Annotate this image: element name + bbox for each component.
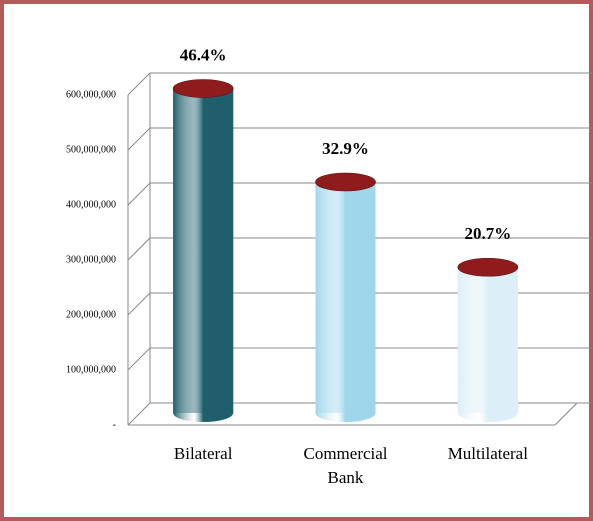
floor-line: [554, 402, 578, 426]
y-tick-label: 300,000,000: [66, 254, 116, 265]
cylinder-cap: [172, 79, 234, 98]
grid-line: [127, 182, 151, 206]
y-tick-label: 100,000,000: [66, 364, 116, 375]
y-tick-label: 600,000,000: [66, 89, 116, 100]
cylinder: [173, 88, 234, 422]
y-tick-label: 400,000,000: [66, 199, 116, 210]
grid-line: [127, 402, 151, 426]
share-label: 32.9%: [322, 139, 369, 158]
cylinder: [457, 267, 518, 422]
x-tick-label: Bilateral: [174, 444, 233, 463]
y-tick-label: -: [113, 419, 116, 430]
x-tick-label: Multilateral: [448, 444, 529, 463]
y-tick-label: 500,000,000: [66, 144, 116, 155]
grid-line: [127, 347, 151, 371]
cylinder: [315, 182, 376, 422]
share-label: 46.4%: [180, 45, 227, 64]
cylinder-cap: [457, 257, 519, 277]
share-label: 20.7%: [464, 224, 511, 243]
grid-line: [127, 237, 151, 261]
y-tick-label: 200,000,000: [66, 309, 116, 320]
label-line: Bank: [328, 468, 364, 487]
grid-line: [127, 292, 151, 316]
grid-line: [127, 127, 151, 151]
label-line: Commercial: [303, 444, 387, 463]
grid-line: [127, 72, 151, 96]
x-tick-label: Commercial Bank: [303, 444, 387, 487]
cylinder-cap: [315, 172, 376, 192]
